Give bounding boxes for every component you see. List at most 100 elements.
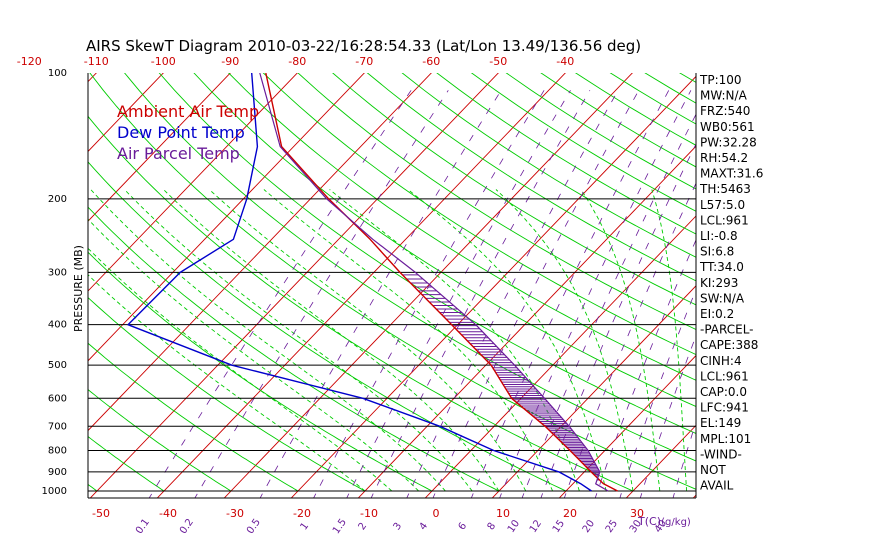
bottom-temperature-labels: -50 -40 -30 -20 -10 0 10 20 30	[92, 507, 644, 520]
pressure-level-label: 600	[48, 393, 67, 404]
stat-item: CAP:0.0	[700, 385, 747, 399]
dry-adiabat-line	[89, 73, 696, 490]
bottom-temperature-tick: -50	[92, 507, 110, 520]
stat-item: SW:N/A	[700, 291, 745, 305]
isotherm-line	[491, 285, 696, 498]
isotherm-line	[357, 145, 696, 498]
mixing-ratio-tick: 8	[486, 521, 499, 533]
stat-item: L57:5.0	[700, 198, 745, 212]
stat-item: CAPE:388	[700, 338, 758, 352]
mixing-ratio-line	[432, 90, 640, 498]
stat-item: LFC:941	[700, 401, 749, 415]
mixing-ratio-line	[194, 90, 449, 498]
mixing-ratio-line	[540, 143, 696, 498]
mixing-ratio-tick: 3	[392, 521, 405, 533]
stat-item: LCL:961	[700, 369, 749, 383]
stat-item: EL:149	[700, 416, 741, 430]
x-axis-label: T(C)	[637, 515, 661, 528]
bottom-temperature-tick: 30	[630, 507, 644, 520]
dry-adiabat-line	[88, 388, 232, 492]
isotherm-line	[290, 75, 696, 498]
dry-adiabat-line	[262, 73, 696, 356]
bottom-temperature-tick: -40	[159, 507, 177, 520]
dry-adiabat-line	[193, 73, 696, 408]
moist-adiabat-line	[163, 189, 500, 492]
isotherm-line	[223, 73, 633, 498]
top-temperature-tick: -40	[556, 55, 574, 68]
mixing-ratio-line	[594, 238, 696, 498]
mixing-ratio-tick: 1.5	[331, 517, 349, 536]
top-temperature-tick: -60	[422, 55, 440, 68]
mixing-ratio-line	[148, 90, 412, 498]
isotherm-line	[558, 354, 696, 498]
mixing-ratio-tick: 2	[357, 521, 370, 533]
mixing-ratio-tick: 0.1	[134, 517, 152, 536]
stat-item: MPL:101	[700, 432, 751, 446]
dry-adiabat-line	[366, 73, 696, 282]
mixing-ratio-tick: 6	[457, 521, 470, 533]
dry-adiabat-line	[88, 206, 500, 492]
y-axis-label: PRESSURE (MB)	[72, 245, 85, 332]
moist-adiabat-line	[263, 189, 554, 492]
stat-item: RH:54.2	[700, 151, 748, 165]
moist-adiabat-line	[88, 274, 366, 492]
mixing-ratio-tick: 15	[551, 518, 567, 535]
isotherm-line	[88, 73, 365, 362]
isotherm-line	[625, 424, 696, 498]
stat-item: CINH:4	[700, 354, 742, 368]
grid-lines	[0, 64, 870, 502]
pressure-level-label: 300	[48, 267, 67, 278]
stat-item: WB0:561	[700, 120, 755, 134]
dry-adiabat-line	[0, 64, 30, 491]
mixing-ratio-tick: 0.2	[178, 517, 196, 536]
top-temperature-tick: -70	[355, 55, 373, 68]
dry-adiabat-line	[88, 115, 634, 492]
stat-item: LCL:961	[700, 213, 749, 227]
isotherm-line	[88, 73, 432, 432]
dry-adiabat-line	[401, 73, 696, 258]
stat-item: -WIND-	[700, 447, 742, 461]
stat-item: FRZ:540	[700, 104, 750, 118]
cape-shading	[402, 274, 600, 481]
dry-adiabat-line	[436, 73, 696, 235]
bottom-temperature-tick: -10	[360, 507, 378, 520]
stat-item: NOT	[700, 463, 726, 477]
mixing-ratio-tick: 25	[604, 518, 620, 535]
dry-adiabat-line	[88, 435, 165, 492]
stat-item: AVAIL	[700, 479, 734, 493]
stat-item: TH:5463	[699, 182, 751, 196]
stat-item: EI:0.2	[700, 307, 734, 321]
mixing-ratio-line	[619, 288, 696, 498]
pressure-level-label: 200	[48, 194, 67, 205]
pressure-level-labels: 100 200 300 400 500 600 700 800 900 1000	[42, 68, 67, 497]
bottom-temperature-tick: -20	[293, 507, 311, 520]
dry-adiabat-line	[540, 73, 696, 168]
mixing-ratio-line	[521, 113, 696, 498]
mixing-ratio-line	[499, 90, 692, 498]
mixing-ratio-tick: 20	[581, 518, 597, 535]
dry-adiabat-line	[297, 73, 696, 330]
stat-item: SI:6.8	[700, 245, 734, 259]
top-temperature-tick: -90	[221, 55, 239, 68]
legend: Ambient Air Temp Dew Point Temp Air Parc…	[117, 102, 259, 163]
moist-adiabat-line	[88, 218, 419, 492]
top-temperature-labels: -120 -110 -100 -90 -80 -70 -60 -50 -40	[17, 55, 574, 68]
isotherm-line	[89, 73, 499, 498]
moist-adiabat-line	[90, 189, 446, 492]
stat-item: MAXT:31.6	[700, 167, 763, 181]
pressure-level-label: 800	[48, 445, 67, 456]
legend-dew-point-temp: Dew Point Temp	[117, 123, 245, 142]
profile-series	[127, 73, 618, 492]
pressure-level-label: 500	[48, 360, 67, 371]
isotherm-line	[88, 73, 298, 292]
isotherm-line	[424, 215, 696, 498]
mixing-ratio-tick: 4	[418, 521, 431, 533]
dry-adiabat-line	[332, 73, 696, 306]
legend-ambient-air-temp: Ambient Air Temp	[117, 102, 259, 121]
top-temperature-tick: -50	[489, 55, 507, 68]
dry-adiabat-line	[679, 73, 696, 83]
top-temperature-tick: -120	[17, 55, 42, 68]
pressure-level-label: 400	[48, 320, 67, 331]
isotherm-line	[757, 64, 870, 502]
